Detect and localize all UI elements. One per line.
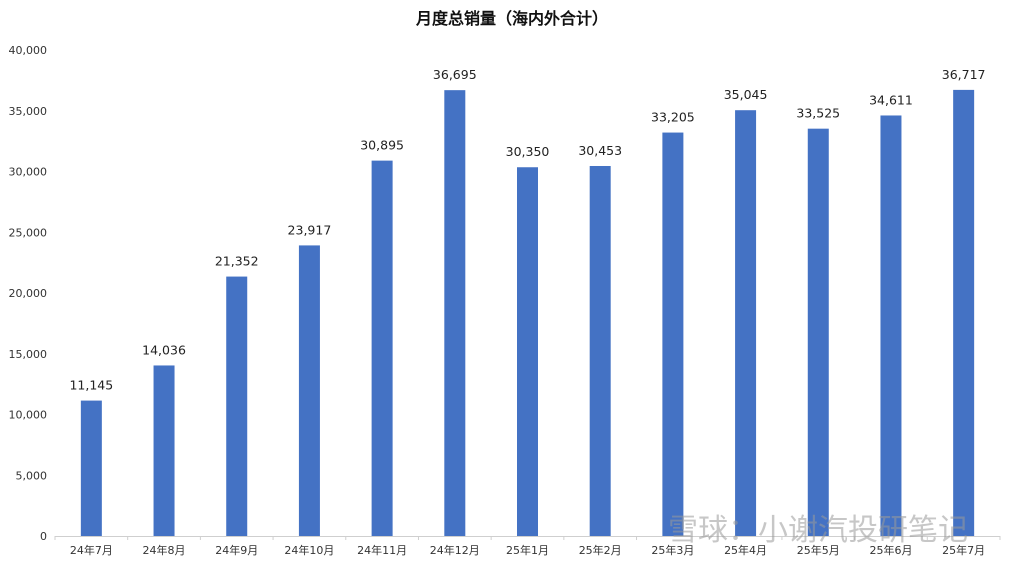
x-axis: 24年7月 24年8月 24年9月 24年10月 24年11月 24年12月 25年1月 25… <box>54 536 1001 557</box>
y-axis: 0 5,000 10,000 15,000 20,000 25,000 30,000 35,0… <box>9 44 48 543</box>
x-tick-label: 25年1月 <box>506 543 549 557</box>
data-label: 36,717 <box>942 67 986 82</box>
y-tick-label: 35,000 <box>9 105 48 118</box>
y-tick-label: 20,000 <box>9 287 48 300</box>
chart-title: 月度总销量（海内外合计） <box>415 9 608 28</box>
bar <box>517 167 538 536</box>
y-tick-label: 25,000 <box>9 226 48 239</box>
bar <box>80 400 102 536</box>
bar <box>953 89 975 536</box>
data-label: 30,350 <box>506 144 550 159</box>
data-label: 36,695 <box>433 67 477 82</box>
bar <box>444 90 466 536</box>
x-tick-label: 24年8月 <box>143 543 186 557</box>
bar <box>153 365 175 536</box>
data-label: 33,205 <box>651 110 695 125</box>
data-label: 21,352 <box>215 254 259 269</box>
y-tick-label: 15,000 <box>9 348 48 361</box>
y-tick-label: 10,000 <box>9 409 48 422</box>
x-tick-label: 24年12月 <box>430 543 480 557</box>
bar <box>735 110 757 536</box>
x-tick-label: 24年7月 <box>70 543 113 557</box>
x-tick-label: 25年5月 <box>797 543 840 557</box>
x-tick-label: 24年9月 <box>215 543 258 557</box>
data-label: 30,453 <box>578 143 622 158</box>
x-tick-label: 25年7月 <box>942 543 985 557</box>
x-tick-label: 25年2月 <box>579 543 622 557</box>
bar <box>589 165 611 537</box>
data-label: 11,145 <box>69 378 113 393</box>
data-label: 33,525 <box>796 106 840 121</box>
data-label: 30,895 <box>360 138 404 153</box>
y-tick-label: 40,000 <box>9 44 48 57</box>
bar <box>807 128 829 536</box>
x-tick-label: 24年10月 <box>284 543 334 557</box>
bars-group <box>80 89 975 537</box>
bar <box>662 132 684 536</box>
x-tick-label: 25年3月 <box>651 543 694 557</box>
data-label: 34,611 <box>869 92 913 107</box>
x-tick-label: 24年11月 <box>357 543 407 557</box>
data-label: 23,917 <box>288 222 332 237</box>
x-tick-label: 25年4月 <box>724 543 767 557</box>
data-label: 14,036 <box>142 342 186 357</box>
y-tick-label: 5,000 <box>16 469 48 482</box>
y-tick-label: 30,000 <box>9 166 48 179</box>
bar <box>880 115 902 536</box>
data-label: 35,045 <box>724 87 768 102</box>
data-labels-group: 11,145 14,036 21,352 23,917 30,895 36,695 30,3… <box>69 67 985 393</box>
watermark-text: 雪球：小谢汽投研笔记 <box>668 513 968 548</box>
bar <box>298 245 320 536</box>
x-tick-label: 25年6月 <box>869 543 912 557</box>
bar <box>226 276 248 536</box>
y-tick-label: 0 <box>40 530 47 543</box>
bar <box>371 160 393 537</box>
